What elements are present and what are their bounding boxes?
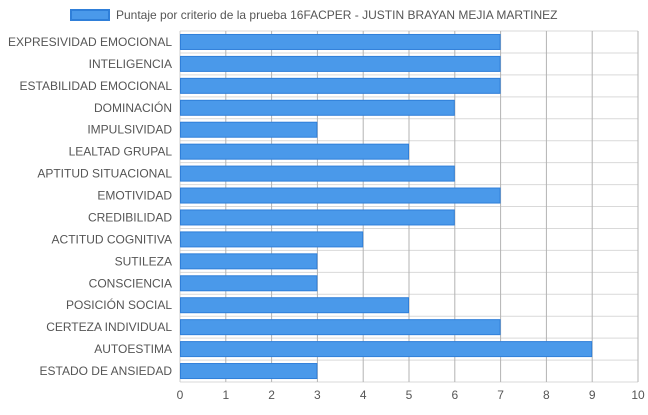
category-label: ACTITUD COGNITIVA [52,232,172,246]
category-label: IMPULSIVIDAD [87,123,172,137]
category-label: DOMINACIÓN [94,100,172,115]
x-tick-label: 6 [451,388,458,402]
legend[interactable]: Puntaje por criterio de la prueba 16FACP… [70,6,558,24]
category-label: APTITUD SITUACIONAL [37,167,172,181]
x-tick-label: 10 [631,388,645,402]
category-label: CONSCIENCIA [89,276,172,290]
bar[interactable] [180,33,501,50]
x-tick-label: 7 [497,388,504,402]
category-label: ESTADO DE ANSIEDAD [40,364,173,378]
bar[interactable] [180,363,318,380]
category-label: CERTEZA INDIVIDUAL [46,320,172,334]
category-label: SUTILEZA [115,254,172,268]
bar[interactable] [180,341,593,358]
bar[interactable] [180,275,318,292]
bar[interactable] [180,121,318,138]
category-label: INTELIGENCIA [89,57,172,71]
x-tick-label: 4 [360,388,367,402]
bar[interactable] [180,143,409,160]
bar[interactable] [180,55,501,72]
bar[interactable] [180,231,364,248]
category-label: AUTOESTIMA [94,342,172,356]
category-label: POSICIÓN SOCIAL [66,297,172,312]
bar[interactable] [180,165,455,182]
x-tick-label: 5 [406,388,413,402]
category-label: LEALTAD GRUPAL [69,145,173,159]
bar[interactable] [180,99,455,116]
x-tick-label: 1 [222,388,229,402]
bar[interactable] [180,297,409,314]
category-label: EXPRESIVIDAD EMOCIONAL [8,35,172,49]
bar[interactable] [180,319,501,336]
category-label: ESTABILIDAD EMOCIONAL [20,79,173,93]
bar[interactable] [180,253,318,270]
x-tick-label: 8 [543,388,550,402]
bar[interactable] [180,209,455,226]
category-label: EMOTIVIDAD [97,189,172,203]
bar[interactable] [180,77,501,94]
bar[interactable] [180,187,501,204]
x-tick-label: 3 [314,388,321,402]
legend-label: Puntaje por criterio de la prueba 16FACP… [116,8,558,22]
x-tick-label: 2 [268,388,275,402]
x-tick-label: 9 [589,388,596,402]
x-tick-label: 0 [177,388,184,402]
category-label: CREDIBILIDAD [88,210,172,224]
legend-swatch [70,9,110,21]
